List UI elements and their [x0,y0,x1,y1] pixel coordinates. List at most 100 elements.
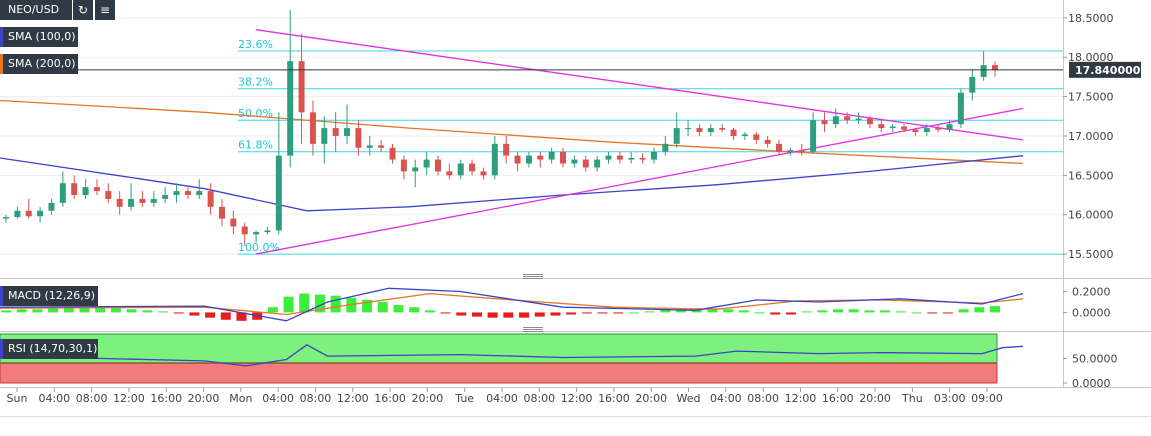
macd-histogram-bar [283,296,294,313]
candle-body [105,191,112,199]
price-tick-label: 17.0000 [1068,130,1114,143]
candle-body [548,151,555,160]
price-axis-border [1063,0,1064,388]
candle-body [650,151,657,160]
candle-body [207,191,214,207]
macd-histogram-bar [299,293,310,313]
macd-histogram-bar [707,308,718,313]
sma-100-color-icon [0,27,3,47]
macd-histogram-bar [487,312,498,318]
candle-body [3,217,9,219]
time-tick-label: 20:00 [412,392,444,405]
rsi-color-icon [0,339,3,359]
candle-body [798,150,805,152]
macd-histogram-bar [142,310,153,313]
candle-body [298,61,305,113]
sma-100-line [0,155,1024,212]
time-tick-label: 03:00 [934,392,966,405]
macd-label-text: MACD (12,26,9) [8,289,96,302]
candle-body [25,210,32,217]
time-tick-label: 12:00 [337,392,369,405]
symbol-label[interactable]: NEO/USD [0,0,72,20]
refresh-icon[interactable]: ↻ [73,0,93,20]
fib-level-label: 61.8% [238,139,273,152]
macd-histogram-bar [48,308,59,313]
macd-histogram-bar [644,311,655,313]
indicator-sma-200[interactable]: SMA (200,0) [0,54,78,74]
macd-histogram-bar [534,312,545,317]
candle-body [423,159,430,168]
macd-histogram-bar [424,310,435,313]
time-tick-label: 16:00 [598,392,630,405]
sma-200-label: SMA (200,0) [8,57,76,70]
macd-histogram-bar [126,309,137,313]
fib-level-label: 38.2% [238,76,273,89]
candle-body [525,155,532,164]
candle-body [730,129,737,136]
macd-histogram-bar [440,312,451,314]
time-tick-label: 16:00 [374,392,406,405]
macd-histogram-bar [189,312,200,316]
macd-histogram-bar [110,308,121,313]
candle-body [787,150,794,152]
candle-body [309,112,316,144]
candle-body [696,128,703,133]
candle-body [594,159,601,168]
price-tick-label: 16.0000 [1068,209,1114,222]
candle-body [321,128,328,144]
macd-histogram-bar [911,312,922,314]
time-tick-label: 16:00 [150,392,182,405]
macd-panel-separator [0,331,1151,332]
macd-histogram-bar [785,312,796,315]
rsi-tick-label: 50.0000 [1072,353,1118,366]
macd-histogram-bar [770,312,781,315]
candle-body [480,171,487,176]
price-tick-label: 16.5000 [1068,169,1114,182]
macd-histogram-bar [503,312,514,318]
macd-label[interactable]: MACD (12,26,9) [0,286,98,306]
candle-body [685,128,692,130]
macd-histogram-bar [660,309,671,313]
indicator-sma-100[interactable]: SMA (100,0) [0,27,78,47]
candle-body [741,134,748,136]
macd-histogram-bar [581,312,592,314]
panel-resize-grip [523,276,543,277]
candle-body [821,120,828,125]
candle-body [400,159,407,172]
time-tick-label: 04:00 [38,392,70,405]
macd-histogram-bar [236,312,247,321]
macd-histogram-bar [566,312,577,315]
macd-histogram-bar [738,310,749,313]
rsi-label[interactable]: RSI (14,70,30,1) [0,339,98,359]
candle-body [139,198,146,203]
rsi-panel-separator [0,387,1151,388]
panel-resize-grip [523,278,543,279]
macd-histogram-bar [895,311,906,313]
candle-body [969,76,976,93]
time-tick-label: Tue [454,392,474,405]
time-tick-label: Mon [229,392,252,405]
candle-body [980,65,987,77]
macd-histogram-bar [456,312,467,316]
candle-body [514,155,521,164]
macd-histogram-bar [205,312,216,318]
candle-body [832,116,839,125]
candle-body [264,230,271,233]
macd-histogram-bar [974,307,985,313]
candle-body [93,187,100,192]
price-tick-label: 17.5000 [1068,91,1114,104]
macd-histogram-bar [267,307,278,313]
macd-histogram-bar [362,299,373,313]
bar-chart-icon[interactable]: ≡ [95,0,115,20]
macd-histogram-bar [550,312,561,316]
candle-body [957,92,964,125]
price-tick-label: 15.5000 [1068,248,1114,261]
time-tick-label: 20:00 [859,392,891,405]
time-tick-label: 08:00 [300,392,332,405]
candle-body [82,187,89,196]
macd-histogram-bar [519,312,530,318]
macd-histogram-bar [79,307,90,313]
time-tick-label: 20:00 [635,392,667,405]
macd-histogram-bar [16,309,27,313]
